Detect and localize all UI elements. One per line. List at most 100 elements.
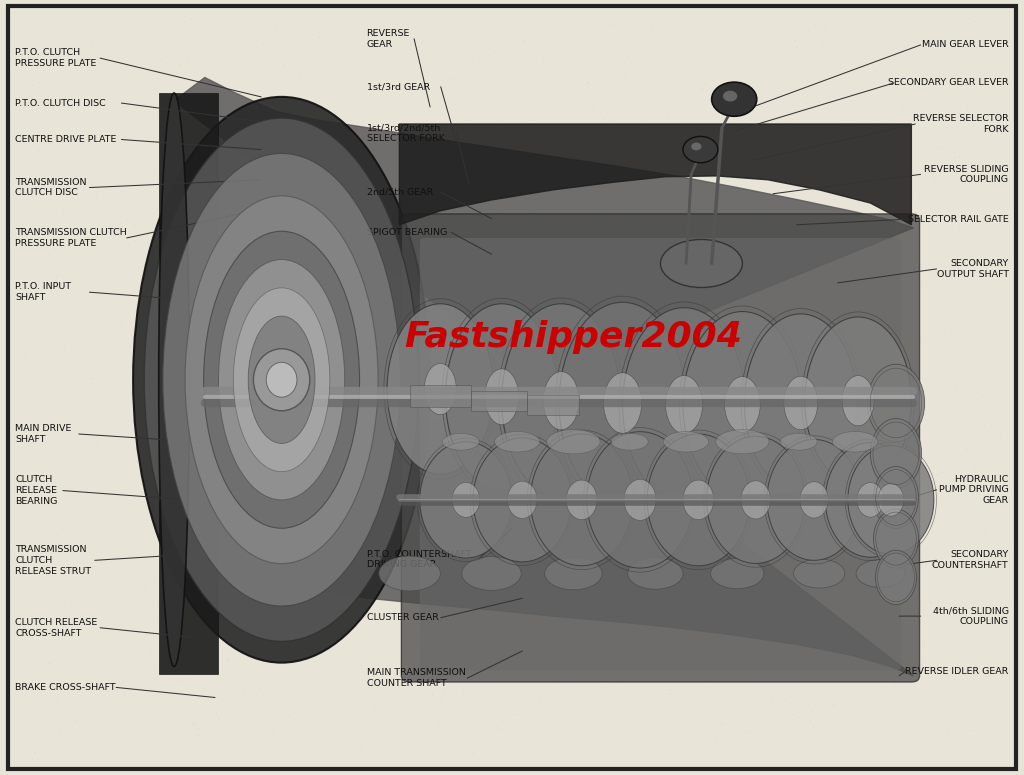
Point [764,273,780,285]
Point [361,271,378,284]
Point [423,551,439,563]
Point [987,418,1004,430]
Point [395,674,412,687]
Point [796,615,812,627]
Point [860,699,877,711]
Point [705,218,721,230]
Point [762,463,778,475]
Point [509,403,525,415]
Point [162,305,178,317]
Point [802,466,818,478]
Point [226,636,243,649]
Point [442,589,459,601]
Point [503,498,519,511]
Point [620,576,636,588]
Point [603,201,620,213]
Point [419,609,435,622]
Point [947,611,964,623]
Point [203,367,219,380]
Point [39,459,55,471]
Point [544,562,560,574]
Point [115,302,131,315]
Point [252,669,268,681]
Point [459,53,475,66]
Point [894,436,910,448]
Point [267,119,284,132]
Point [871,363,888,376]
Ellipse shape [453,482,479,518]
Point [797,664,813,677]
Point [511,484,527,497]
Point [754,629,770,642]
Point [579,150,595,162]
Point [510,708,526,721]
Point [239,598,255,610]
Point [642,227,658,239]
Text: CENTRE DRIVE PLATE: CENTRE DRIVE PLATE [15,135,117,144]
Point [866,25,883,37]
Point [250,102,266,115]
Point [417,388,433,401]
Point [649,330,666,343]
Point [963,12,979,24]
Point [800,177,816,189]
Point [895,182,911,195]
Point [718,63,734,75]
Point [906,241,923,253]
Point [480,703,497,715]
Point [25,60,41,72]
Point [582,459,598,471]
Point [271,600,288,612]
Point [651,78,668,91]
Point [326,412,342,424]
Point [186,717,203,729]
Point [371,508,387,521]
Point [859,309,876,322]
Point [678,157,694,169]
Point [58,657,75,670]
Point [475,564,492,577]
Point [599,515,615,528]
Point [603,616,620,629]
Point [292,70,308,82]
Point [82,608,98,621]
Point [105,239,122,252]
Point [93,174,110,186]
Point [763,188,779,201]
Point [113,739,129,751]
Point [319,526,336,539]
Point [785,732,802,745]
Point [275,266,292,278]
Point [645,88,662,100]
Point [734,446,751,458]
Point [629,195,645,207]
Point [166,480,182,492]
Point [820,629,837,641]
Point [83,187,99,199]
Point [770,506,786,518]
Point [804,447,820,460]
Point [87,670,103,682]
Point [929,685,945,698]
Point [666,715,682,728]
Point [625,47,641,60]
Point [359,40,376,53]
Point [402,37,419,50]
Point [634,237,650,250]
Point [536,119,552,131]
Point [663,288,679,301]
Point [497,263,513,275]
Point [728,247,744,260]
Point [623,529,639,542]
Point [180,486,197,498]
Point [264,167,281,179]
Point [250,114,266,126]
Point [732,74,749,87]
Point [732,363,749,375]
Ellipse shape [502,304,621,498]
Point [62,211,79,223]
Point [415,487,431,499]
Point [336,735,352,748]
Point [215,163,231,175]
Point [819,496,836,508]
